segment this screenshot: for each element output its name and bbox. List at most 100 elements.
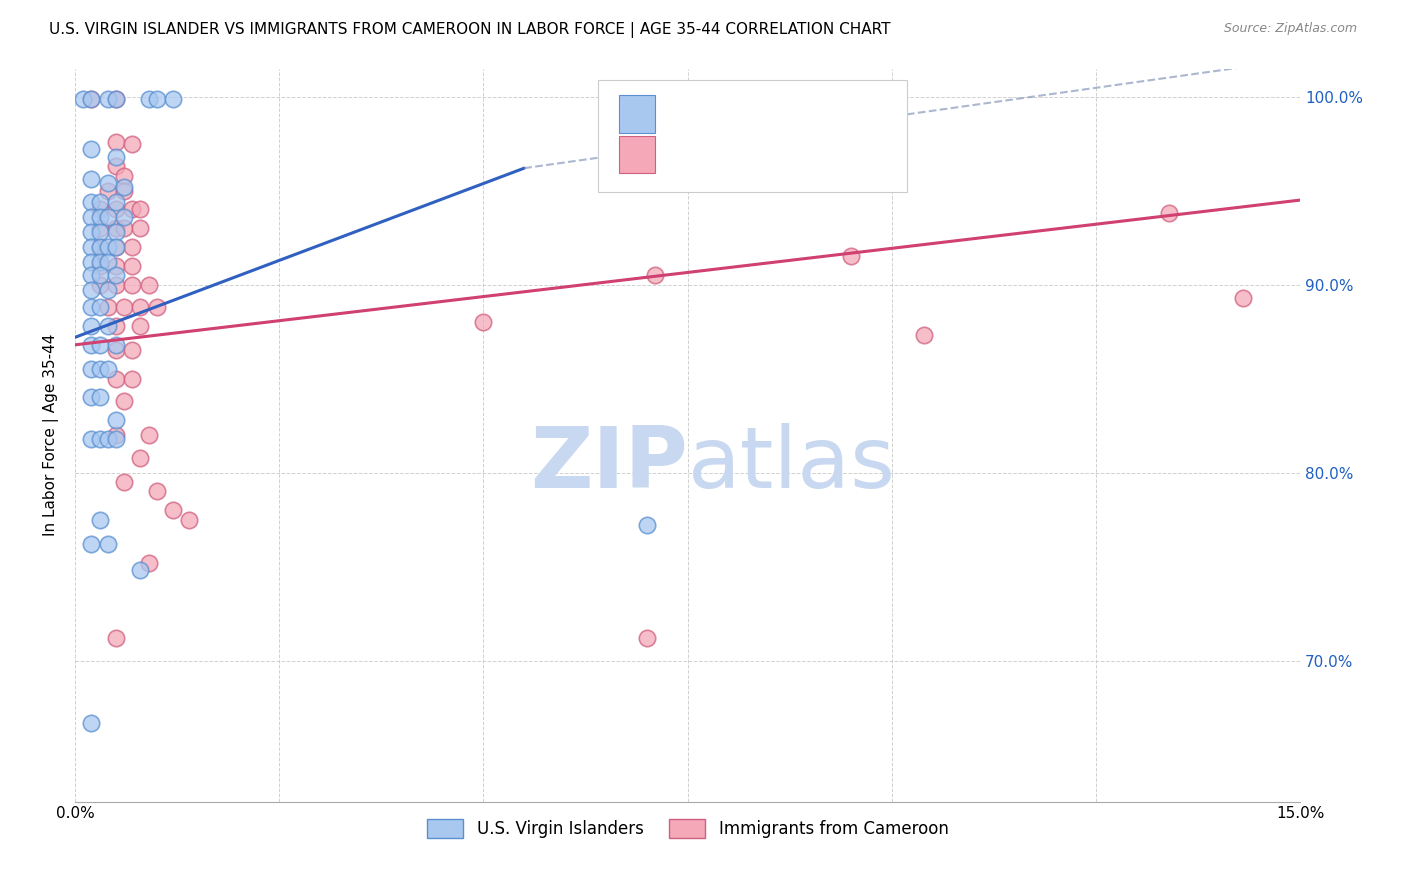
Point	[89, 300, 111, 314]
Point	[104, 268, 127, 283]
Point	[112, 300, 135, 314]
Point	[89, 194, 111, 209]
Point	[129, 563, 152, 577]
Point	[89, 221, 111, 235]
Point	[97, 255, 120, 269]
Legend: U.S. Virgin Islanders, Immigrants from Cameroon: U.S. Virgin Islanders, Immigrants from C…	[420, 812, 955, 845]
Point	[104, 150, 127, 164]
Point	[104, 259, 127, 273]
Point	[104, 413, 127, 427]
Point	[636, 631, 658, 645]
Point	[912, 328, 935, 343]
Point	[129, 300, 152, 314]
Point	[89, 210, 111, 224]
Point	[104, 277, 127, 292]
Point	[97, 300, 120, 314]
Point	[121, 259, 143, 273]
Point	[104, 631, 127, 645]
Point	[89, 202, 111, 217]
Point	[1159, 206, 1181, 220]
Point	[97, 184, 120, 198]
Point	[104, 221, 127, 235]
Text: ZIP: ZIP	[530, 423, 688, 506]
Point	[636, 518, 658, 533]
Point	[112, 221, 135, 235]
Point	[162, 92, 184, 106]
Point	[145, 300, 167, 314]
Text: R =  0.191: R = 0.191	[664, 146, 759, 164]
Point	[89, 255, 111, 269]
Point	[121, 343, 143, 358]
Point	[112, 394, 135, 409]
Point	[112, 180, 135, 194]
Point	[72, 92, 94, 106]
Point	[104, 135, 127, 149]
Point	[80, 225, 103, 239]
Point	[145, 484, 167, 499]
Text: 0.295: 0.295	[700, 103, 756, 121]
Point	[80, 391, 103, 405]
Point	[104, 92, 127, 106]
Point	[121, 136, 143, 151]
Point	[89, 338, 111, 352]
Point	[89, 259, 111, 273]
Point	[80, 92, 103, 106]
Point	[121, 277, 143, 292]
Point	[89, 240, 111, 254]
Point	[145, 92, 167, 106]
Point	[104, 240, 127, 254]
Point	[162, 503, 184, 517]
Point	[80, 432, 103, 446]
Point	[121, 372, 143, 386]
Point	[80, 362, 103, 376]
Point	[138, 556, 160, 570]
Point	[104, 194, 127, 209]
Point	[97, 92, 120, 106]
Text: N = 57: N = 57	[787, 146, 855, 164]
Point	[112, 184, 135, 198]
Point	[129, 221, 152, 235]
Text: Source: ZipAtlas.com: Source: ZipAtlas.com	[1223, 22, 1357, 36]
Point	[97, 176, 120, 190]
Point	[104, 202, 127, 217]
Point	[80, 715, 103, 730]
Point	[104, 92, 127, 106]
Point	[1232, 291, 1254, 305]
Text: N = 71: N = 71	[787, 103, 855, 121]
Point	[97, 432, 120, 446]
Point	[104, 432, 127, 446]
Point	[104, 428, 127, 442]
Point	[80, 300, 103, 314]
Point	[104, 159, 127, 173]
Point	[121, 202, 143, 217]
Point	[97, 362, 120, 376]
Point	[80, 210, 103, 224]
Point	[89, 225, 111, 239]
Point	[104, 319, 127, 334]
Point	[80, 255, 103, 269]
Text: R = 0.295: R = 0.295	[664, 103, 754, 121]
Point	[80, 142, 103, 156]
Point	[129, 319, 152, 334]
Point	[89, 268, 111, 283]
Point	[129, 202, 152, 217]
Point	[104, 225, 127, 239]
Point	[644, 268, 666, 283]
Point	[89, 277, 111, 292]
Point	[104, 240, 127, 254]
Text: 0.191: 0.191	[700, 146, 756, 164]
Point	[104, 338, 127, 352]
Point	[138, 92, 160, 106]
Point	[89, 240, 111, 254]
Point	[112, 169, 135, 183]
Point	[112, 210, 135, 224]
Point	[97, 283, 120, 297]
Point	[80, 92, 103, 106]
Point	[80, 283, 103, 297]
Point	[89, 362, 111, 376]
Point	[97, 210, 120, 224]
Point	[80, 240, 103, 254]
Point	[104, 372, 127, 386]
Point	[80, 338, 103, 352]
Point	[80, 537, 103, 551]
